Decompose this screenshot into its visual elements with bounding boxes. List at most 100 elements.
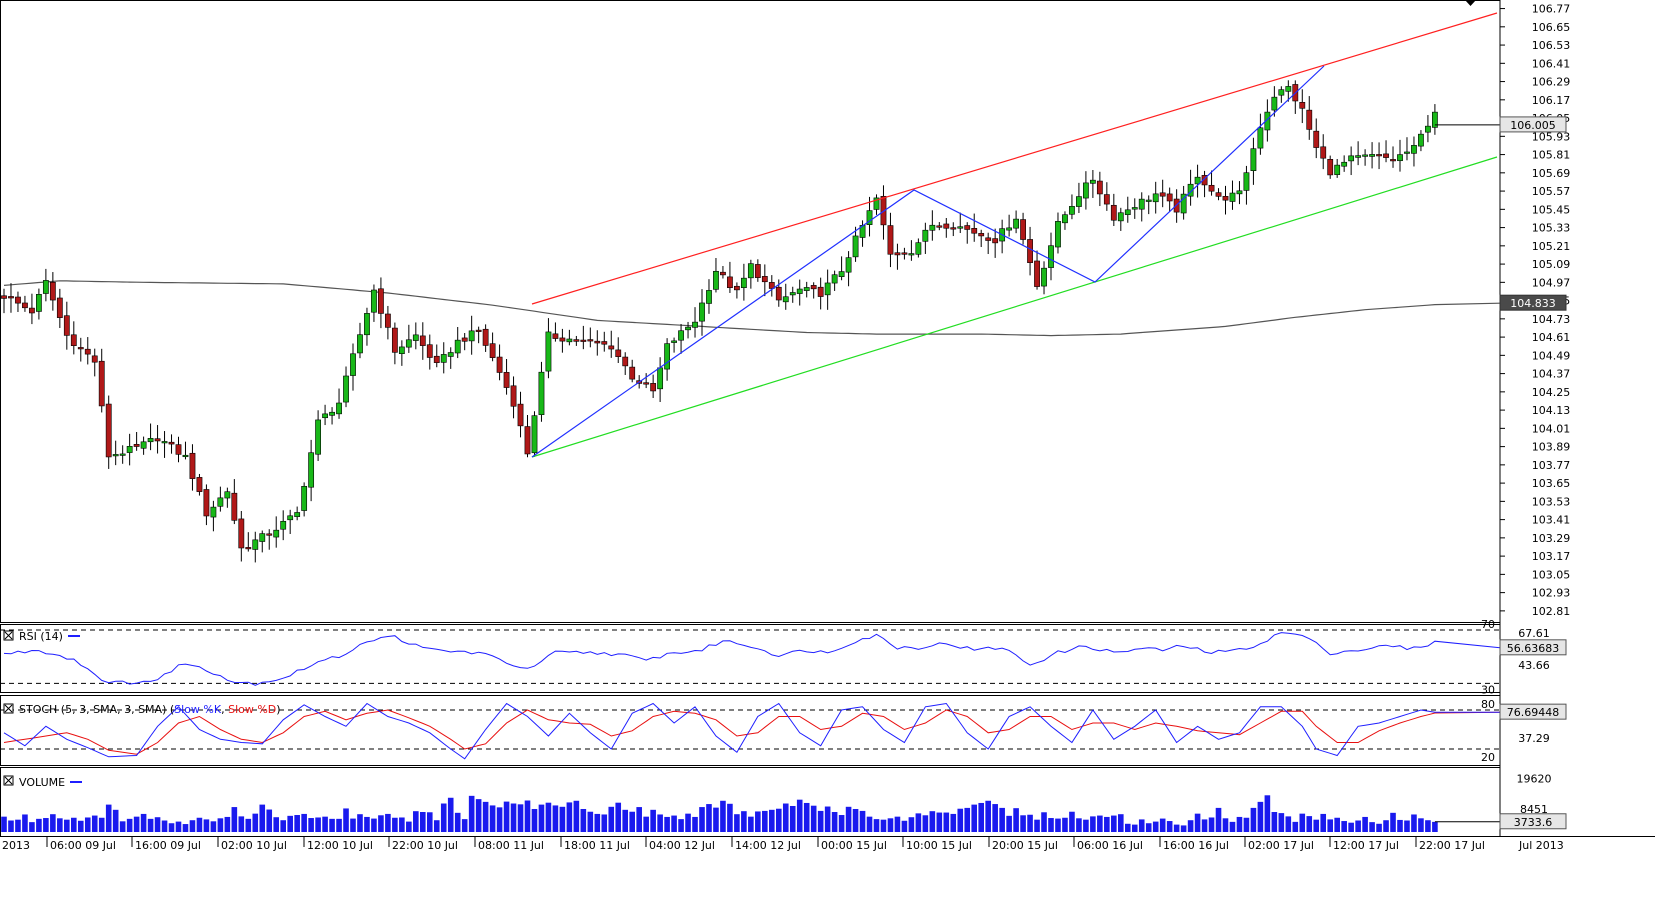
volume-bar [1271,812,1278,832]
candle [1383,140,1389,163]
candle [1006,214,1013,237]
price-tick-label: 104.01 [1532,422,1571,435]
candle [1257,113,1264,155]
candle [154,425,161,454]
candle [880,185,887,240]
candle [203,484,210,526]
candle [140,436,147,455]
candle [49,272,56,311]
volume-bar [1362,816,1368,832]
scroll-marker-icon[interactable] [1465,0,1476,6]
channel-lower-line[interactable] [531,156,1498,458]
candle [831,270,838,291]
volume-bar [287,815,293,832]
volume-header: VOLUME [3,775,82,789]
volume-bar [64,819,70,832]
volume-bar [126,818,133,832]
volume-bar [133,816,140,832]
volume-bar [77,820,84,832]
candle [782,283,789,310]
time-tick-label: 2013 [2,839,30,852]
price-tick-label: 103.05 [1532,568,1571,581]
volume-value-marker: 3733.6 [1499,813,1567,830]
candle [1278,86,1285,103]
volume-bar [1257,801,1264,832]
price-tick-label: 103.17 [1532,550,1571,563]
rsi-panel: 70 30 67.61 43.66 [0,618,1550,696]
candle [1041,261,1047,295]
volume-bar [329,818,335,832]
candle [747,259,754,289]
rsi-value-marker: 56.63683 [1499,639,1567,656]
candle [901,247,908,260]
candle [259,530,266,553]
volume-bar [8,820,14,832]
candle [1159,179,1166,208]
candle [1069,194,1075,220]
volume-bar [119,821,126,832]
price-tick-label: 103.65 [1532,477,1571,490]
channel-upper-line[interactable] [531,12,1498,305]
volume-bar [692,816,698,832]
candle [1,288,7,314]
volume-panel: 19620 8451 [1,772,1552,832]
volume-bar [1355,820,1361,832]
volume-bar [999,807,1005,832]
volume-bar [50,814,56,832]
price-tick-label: 104.97 [1532,276,1571,289]
price-tick-label: 104.61 [1532,331,1571,344]
candle [1089,170,1096,198]
volume-bar [713,807,719,832]
volume-bar [364,816,370,832]
volume-bar [210,821,217,832]
volume-bar [1180,825,1187,832]
candle [1418,130,1424,152]
volume-bar [1041,812,1047,832]
price-tick-label: 104.49 [1532,349,1571,362]
candle [601,331,608,352]
candle [252,531,259,563]
candle [210,500,217,532]
candle [559,328,566,353]
candle [1285,80,1292,102]
candle [622,352,629,375]
volume-bar [720,800,726,832]
candle [294,506,301,521]
volume-bar [175,821,182,832]
volume-bar [1097,815,1103,832]
time-tick-label: 22:00 10 Jul [392,839,458,852]
zigzag-pattern-line[interactable] [531,65,1325,458]
volume-bar [71,817,77,832]
volume-bar [1020,815,1026,832]
candle [733,282,740,299]
volume-bar [650,809,656,832]
candle [405,324,412,353]
rsi-level-label: 70 [1481,618,1495,631]
price-tick-label: 105.09 [1532,258,1571,271]
volume-bar [992,804,998,832]
price-tick-label: 106.77 [1532,3,1571,16]
volume-bar [510,803,517,832]
candle [1222,185,1229,215]
volume-bar [580,808,587,832]
candle [315,410,321,461]
volume-bar [1090,816,1096,832]
volume-bar [1076,818,1082,832]
volume-bar [461,819,468,832]
candle [720,266,726,279]
volume-bar [1376,823,1382,832]
candle [552,322,559,342]
candle [1362,149,1368,166]
price-axis: 106.77 106.65 106.53 106.41 106.29 106.17 106.… [1500,3,1570,618]
candle [1180,185,1187,220]
candle [343,366,349,408]
candle [580,325,587,350]
volume-bar [566,802,573,832]
candle [357,322,363,359]
time-tick-label: 06:00 09 Jul [50,839,116,852]
volume-bar [112,809,119,832]
volume-bar [1215,807,1222,832]
stoch-d-legend: Slow %D [228,703,276,716]
candle [824,269,831,310]
candle [678,324,684,354]
